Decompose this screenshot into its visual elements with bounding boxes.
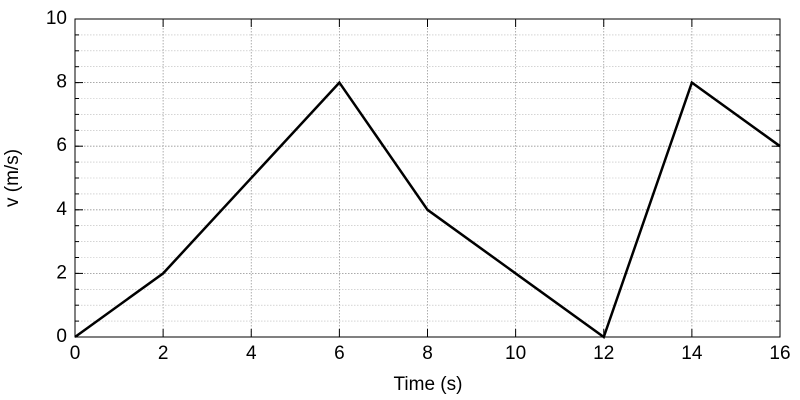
x-tick-label: 16 <box>769 343 790 364</box>
x-tick-label: 8 <box>422 343 433 364</box>
y-tick-label: 10 <box>46 8 67 29</box>
x-tick-label: 4 <box>246 343 257 364</box>
x-tick-label: 0 <box>70 343 81 364</box>
x-tick-label: 10 <box>505 343 526 364</box>
x-axis-label: Time (s) <box>394 374 463 395</box>
data-line <box>74 80 781 339</box>
plot-frame <box>74 18 781 338</box>
y-tick-label: 8 <box>56 72 67 93</box>
y-tick-label: 2 <box>56 262 67 283</box>
x-tick-label: 12 <box>593 343 614 364</box>
y-tick-label: 4 <box>56 199 67 220</box>
x-tick-label: 14 <box>681 343 703 364</box>
x-tick-label: 2 <box>158 343 169 364</box>
y-tick-label: 0 <box>56 326 67 347</box>
y-axis-label: v (m/s) <box>2 149 23 207</box>
x-tick-label: 6 <box>334 343 345 364</box>
y-tick-label: 6 <box>56 135 67 156</box>
